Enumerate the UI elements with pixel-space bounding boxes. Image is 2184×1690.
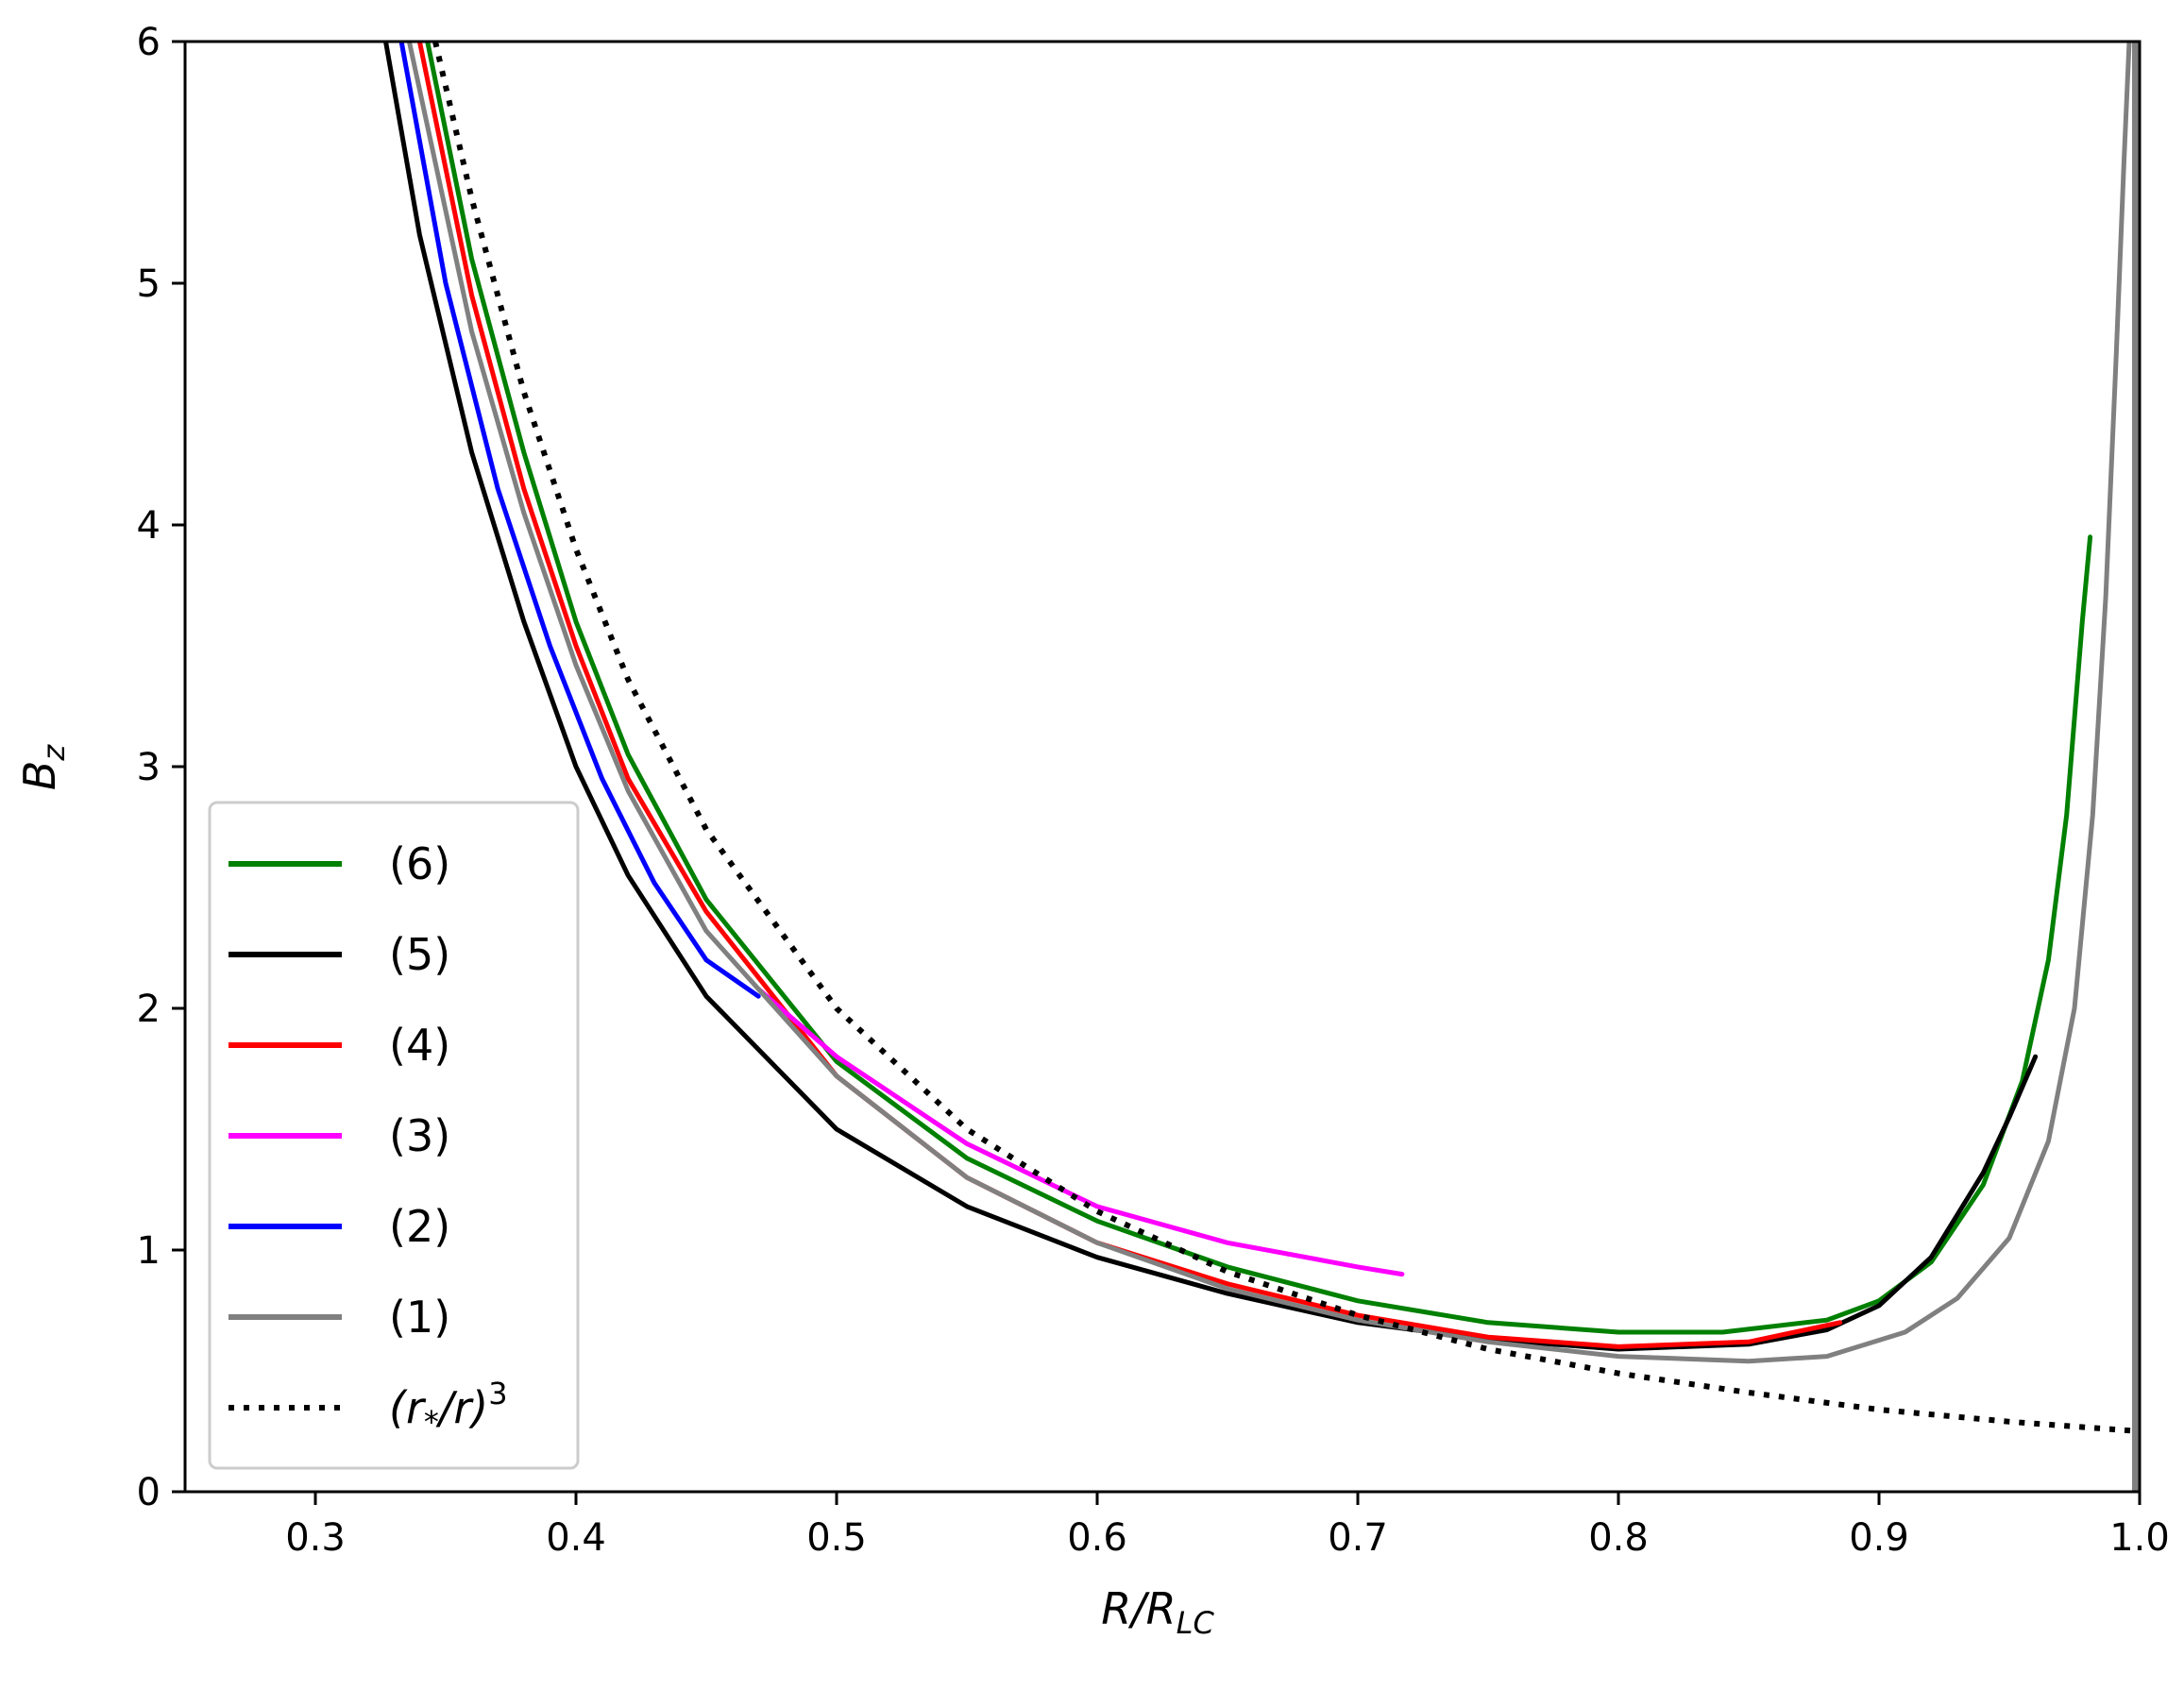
axes-layer: 0.3 0.4 0.5 0.6 0.7 0.8 0.9 1.0 0 1 2 3 4 5 6	[137, 21, 2170, 1560]
legend-label: (5)	[389, 929, 450, 980]
legend-label: (r*/r)3	[389, 1376, 508, 1440]
y-tick-label: 5	[137, 262, 161, 306]
x-axis-label-base: R/R	[1101, 1583, 1176, 1634]
legend: (6) (5) (4) (3) (2) (1) (r*/r)3	[208, 801, 580, 1470]
series-line-4	[755, 987, 1405, 1277]
legend-box	[208, 801, 580, 1470]
series-line-7	[432, 42, 2140, 1434]
x-tick-label: 0.5	[806, 1516, 867, 1560]
x-axis-label-sub: LC	[1177, 1605, 1215, 1641]
x-tick-label: 0.4	[546, 1516, 606, 1560]
legend-label: (3)	[389, 1110, 450, 1161]
x-tick-label: 0.6	[1067, 1516, 1127, 1560]
y-tick-label: 0	[137, 1471, 161, 1514]
y-tick-label: 1	[137, 1229, 161, 1273]
plot-layer	[383, 42, 2140, 1492]
x-axis-label: R/RLC	[1101, 1583, 1214, 1641]
y-tick-label: 2	[137, 988, 161, 1031]
y-tick-label: 4	[137, 504, 161, 548]
y-axis-label-base: B	[14, 761, 65, 791]
x-tick-label: 1.0	[2109, 1516, 2170, 1560]
series-line-5	[398, 42, 761, 999]
x-tick-label: 0.9	[1849, 1516, 1909, 1560]
y-axis-label: Bz	[14, 744, 72, 791]
x-tick-label: 0.8	[1588, 1516, 1649, 1560]
y-tick-label: 3	[137, 746, 161, 789]
legend-label: (4)	[389, 1020, 450, 1071]
series-line-6	[406, 42, 2132, 1364]
series-line-1	[425, 42, 2093, 1335]
legend-label: (2)	[389, 1201, 450, 1252]
series-line-2	[383, 42, 2039, 1352]
x-tick-label: 0.7	[1328, 1516, 1388, 1560]
legend-label: (1)	[389, 1292, 450, 1343]
x-tick-label: 0.3	[285, 1516, 346, 1560]
legend-label: (6)	[389, 838, 450, 889]
y-tick-label: 6	[137, 21, 161, 64]
y-axis-label-sub: z	[36, 744, 72, 762]
